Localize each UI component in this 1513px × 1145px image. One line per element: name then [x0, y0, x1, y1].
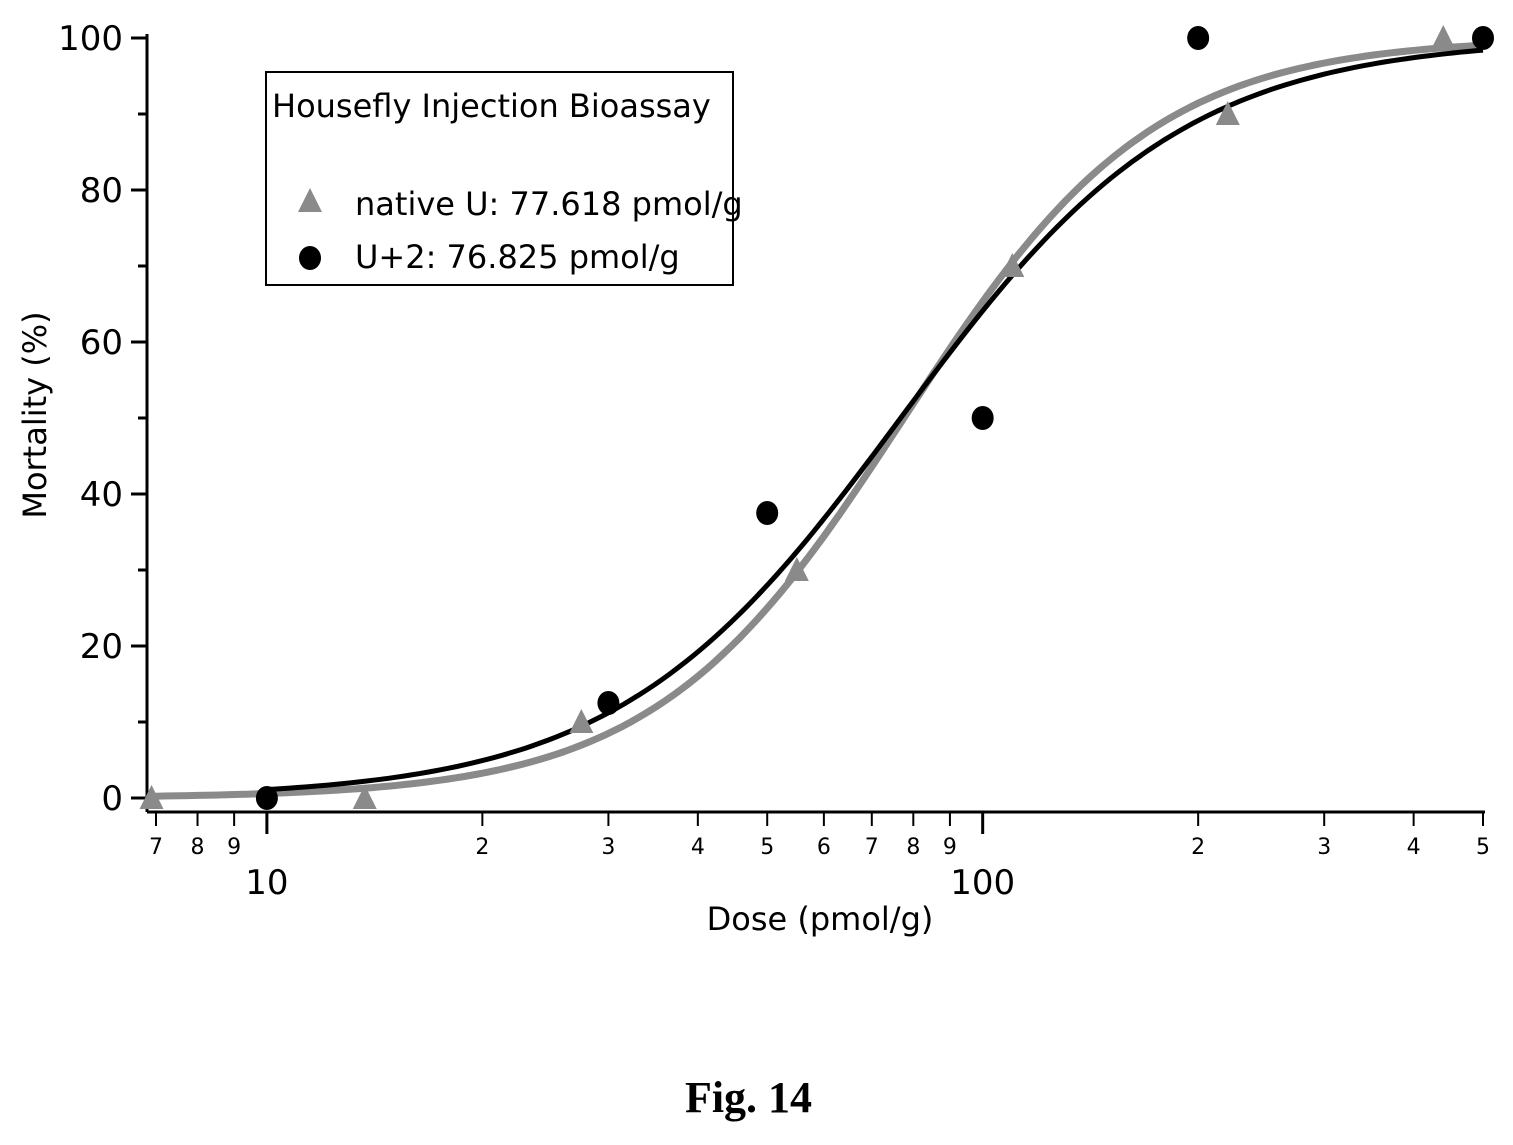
- x-minor-tick-label: 3: [601, 835, 615, 860]
- fit-curve-u-plus-2: [266, 47, 1484, 792]
- x-minor-tick-label: 4: [691, 835, 705, 860]
- x-minor-tick-label: 5: [1476, 835, 1490, 860]
- y-tick-label: 80: [80, 171, 123, 211]
- circle-marker: [971, 406, 994, 430]
- x-minor-tick-label: 7: [149, 835, 163, 860]
- circle-marker: [1187, 26, 1210, 50]
- x-minor-tick-label: 2: [1191, 835, 1205, 860]
- circle-marker: [597, 691, 620, 715]
- x-minor-tick-label: 6: [817, 835, 831, 860]
- x-minor-tick-label: 7: [865, 835, 879, 860]
- circle-marker: [756, 501, 779, 525]
- x-minor-tick-label: 2: [475, 835, 489, 860]
- triangle-marker: [784, 557, 809, 581]
- legend-entry-u-plus-2: U+2: 76.825 pmol/g: [355, 238, 680, 276]
- x-minor-tick-label: 5: [760, 835, 774, 860]
- triangle-marker: [1000, 253, 1025, 277]
- triangle-marker: [139, 785, 164, 809]
- triangle-marker: [1431, 25, 1456, 49]
- x-minor-tick-label: 9: [227, 835, 241, 860]
- circle-marker: [1472, 26, 1494, 50]
- legend: Housefly Injection Bioassay native U: 77…: [265, 71, 743, 286]
- x-minor-tick-label: 4: [1407, 835, 1421, 860]
- triangle-marker: [352, 785, 377, 809]
- y-tick-label: 0: [101, 779, 123, 819]
- x-major-tick-label: 10: [245, 863, 288, 903]
- triangle-marker: [569, 709, 594, 733]
- x-minor-tick-label: 3: [1317, 835, 1331, 860]
- circle-marker: [255, 786, 278, 810]
- x-minor-tick-label: 9: [943, 835, 957, 860]
- y-tick-label: 40: [80, 475, 123, 515]
- y-tick-label: 20: [80, 627, 123, 667]
- legend-title: Housefly Injection Bioassay: [272, 87, 711, 125]
- y-tick-label: 60: [80, 323, 123, 363]
- fit-curve-native-u: [146, 41, 1484, 800]
- legend-triangle-marker: [298, 188, 322, 212]
- x-major-tick-label: 100: [950, 863, 1015, 903]
- legend-entry-native-u: native U: 77.618 pmol/g: [355, 185, 743, 223]
- fit-curves: [146, 41, 1484, 800]
- triangle-marker: [1215, 101, 1240, 125]
- legend-circle-marker: [299, 246, 321, 270]
- x-axis-title: Dose (pmol/g): [707, 900, 934, 938]
- legend-box: [265, 71, 734, 286]
- figure-caption: Fig. 14: [684, 1073, 813, 1122]
- x-minor-tick-label: 8: [191, 835, 205, 860]
- x-minor-tick-label: 8: [906, 835, 920, 860]
- y-axis-title: Mortality (%): [16, 311, 54, 518]
- y-tick-label: 100: [58, 19, 123, 59]
- data-points: [139, 25, 1494, 810]
